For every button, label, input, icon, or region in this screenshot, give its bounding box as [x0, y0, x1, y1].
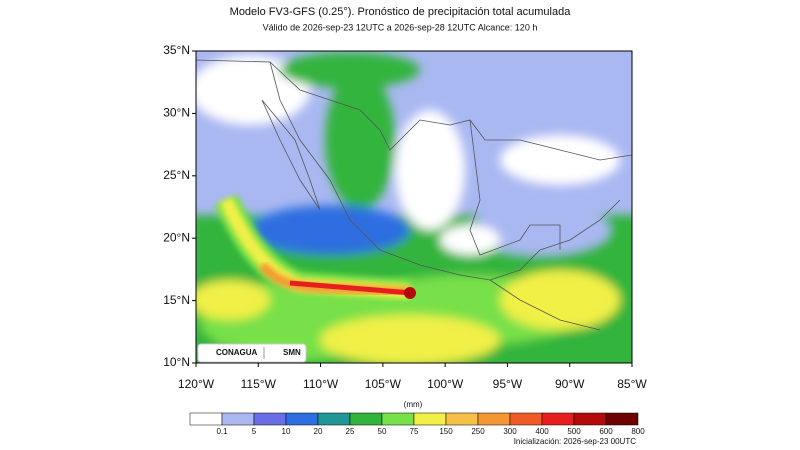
lon-label: 105°W [365, 377, 402, 391]
lat-label: 20°N [163, 230, 190, 244]
colorbar-box [509, 412, 543, 426]
colorbar-label: 25 [346, 427, 355, 436]
logo-smn: SMN [283, 348, 301, 357]
lat-label: 35°N [163, 43, 190, 57]
colorbar-box [477, 412, 511, 426]
subtitle: Válido de 2026-sep-23 12UTC a 2026-sep-2… [263, 22, 538, 32]
colorbar-label: 800 [631, 427, 645, 436]
lon-label: 115°W [241, 377, 277, 391]
colorbar-box [317, 412, 351, 426]
init-time: Inicialización: 2026-sep-23 00UTC [514, 437, 637, 446]
colorbar-label: 10 [282, 427, 291, 436]
lon-label: 120°W [178, 377, 215, 391]
lon-label: 85°W [617, 377, 647, 391]
colorbar-label: 500 [567, 427, 581, 436]
colorbar-box [541, 412, 575, 426]
colorbar-box [285, 412, 319, 426]
colorbar-label: 400 [535, 427, 549, 436]
colorbar-box [605, 412, 639, 426]
colorbar-box [573, 412, 607, 426]
colorbar-box [381, 412, 415, 426]
colorbar-label: 600 [599, 427, 613, 436]
colorbar-label: 300 [503, 427, 517, 436]
colorbar-label: 150 [439, 427, 453, 436]
map [196, 51, 632, 363]
lat-label: 30°N [163, 106, 190, 120]
logo-conagua: CONAGUA [216, 348, 258, 357]
lon-label: 90°W [555, 377, 585, 391]
colorbar-box [413, 412, 447, 426]
colorbar-box [253, 412, 287, 426]
colorbar-unit: (mm) [404, 400, 423, 409]
lon-label: 110°W [303, 377, 339, 391]
colorbar-label: 20 [314, 427, 323, 436]
colorbar-box [349, 412, 383, 426]
logo-box [197, 343, 307, 363]
map-frame [195, 50, 633, 364]
colorbar-box [189, 412, 223, 426]
lon-label: 95°W [493, 377, 523, 391]
lat-label: 10°N [163, 355, 190, 369]
lat-label: 25°N [163, 168, 190, 182]
lon-label: 100°W [427, 377, 464, 391]
colorbar-label: 50 [378, 427, 387, 436]
colorbar-box [221, 412, 255, 426]
colorbar-box [445, 412, 479, 426]
lat-label: 15°N [163, 293, 190, 307]
colorbar-label: 75 [410, 427, 419, 436]
colorbar-label: 250 [471, 427, 485, 436]
title: Modelo FV3-GFS (0.25°). Pronóstico de pr… [230, 6, 572, 18]
colorbar-label: 5 [252, 427, 257, 436]
colorbar-label: 0.1 [216, 427, 228, 436]
